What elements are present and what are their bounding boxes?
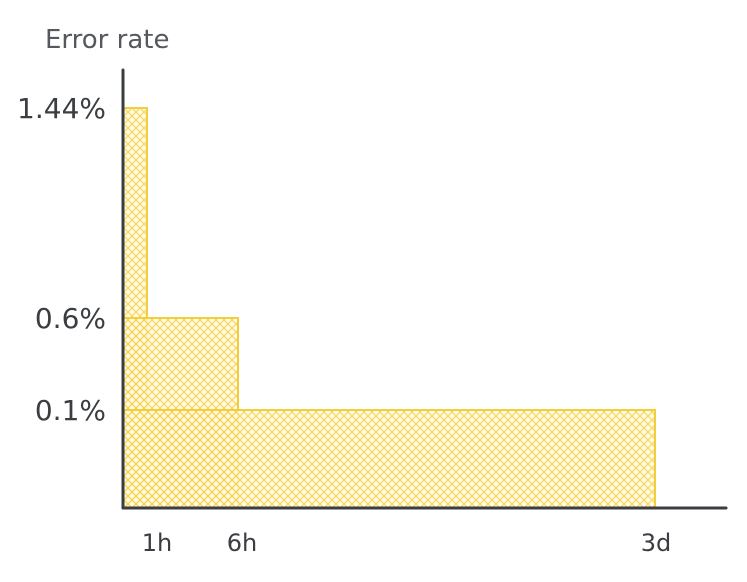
bar-3d — [122, 409, 656, 509]
y-tick-label: 1.44% — [17, 92, 106, 125]
bars-layer — [122, 107, 656, 509]
x-ticks-layer: 1h 6h 3d — [142, 529, 672, 557]
y-axis-label: Error rate — [45, 25, 169, 55]
x-tick-label: 3d — [641, 529, 672, 557]
y-ticks-layer: 1.44% 0.6% 0.1% — [17, 92, 106, 427]
y-tick-label: 0.1% — [35, 394, 106, 427]
y-tick-label: 0.6% — [35, 302, 106, 335]
x-tick-label: 1h — [142, 529, 172, 557]
x-tick-label: 6h — [227, 529, 257, 557]
